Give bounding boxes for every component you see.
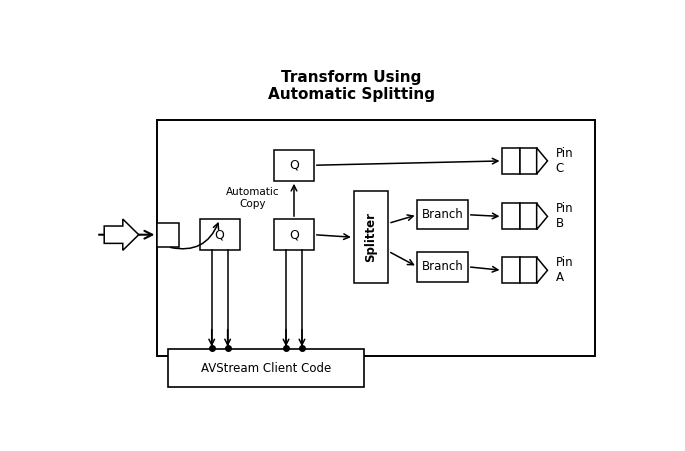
Bar: [274, 150, 314, 181]
Polygon shape: [536, 257, 547, 283]
Text: Branch: Branch: [422, 260, 464, 273]
Text: Branch: Branch: [422, 208, 464, 221]
Bar: [502, 257, 519, 283]
Bar: [353, 191, 388, 283]
Text: Pin
B: Pin B: [556, 202, 573, 230]
Bar: [200, 219, 240, 250]
Bar: [519, 148, 536, 174]
Bar: [417, 200, 468, 230]
Bar: [168, 350, 364, 387]
Bar: [158, 120, 595, 356]
Bar: [417, 252, 468, 281]
Polygon shape: [104, 219, 138, 250]
Bar: [519, 203, 536, 230]
Text: Q: Q: [289, 159, 299, 172]
Text: Pin
A: Pin A: [556, 256, 573, 284]
Bar: [502, 203, 519, 230]
Bar: [519, 257, 536, 283]
Text: Splitter: Splitter: [364, 212, 377, 262]
Text: Transform Using
Automatic Splitting: Transform Using Automatic Splitting: [268, 70, 434, 102]
Text: Q: Q: [289, 228, 299, 241]
Bar: [274, 219, 314, 250]
Text: Pin
C: Pin C: [556, 147, 573, 175]
Polygon shape: [536, 148, 547, 174]
Text: Q: Q: [214, 228, 225, 241]
Bar: [158, 222, 179, 247]
Bar: [502, 148, 519, 174]
Text: Automatic
Copy: Automatic Copy: [226, 188, 279, 209]
Text: AVStream Client Code: AVStream Client Code: [201, 362, 332, 375]
Polygon shape: [536, 203, 547, 230]
